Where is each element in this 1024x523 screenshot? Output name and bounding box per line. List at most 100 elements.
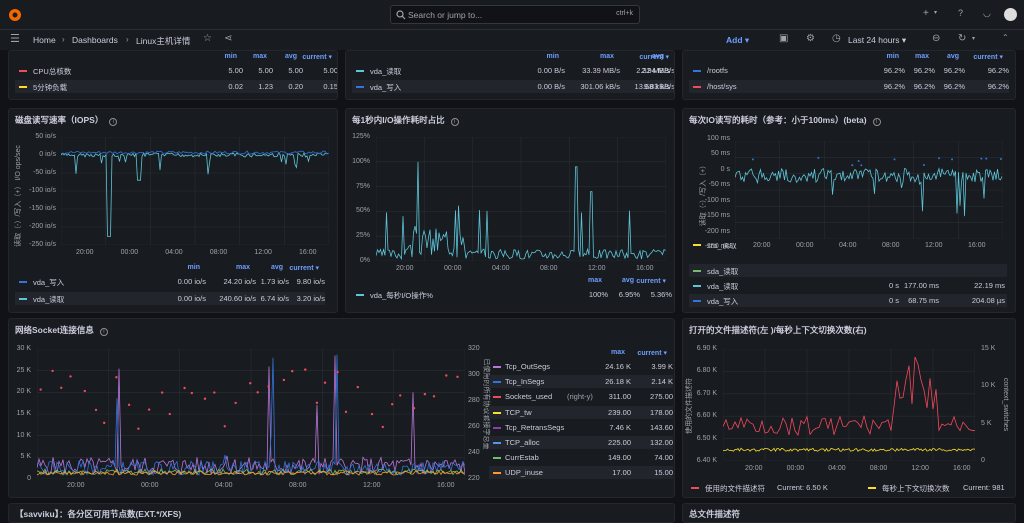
series-tcp-outsegs[interactable]	[37, 355, 465, 476]
legend-row[interactable]: Tcp_OutSegs 24.16 K 3.99 K	[489, 360, 673, 373]
series-vda-write[interactable]	[61, 150, 329, 155]
time-range-picker[interactable]: Last 24 hours ▾	[848, 35, 907, 45]
legend-row[interactable]: vda_写入 0.00 io/s 24.20 io/s 1.73 io/s 9.80 i…	[15, 275, 325, 288]
breadcrumb-home[interactable]: Home	[33, 35, 56, 45]
legend-header[interactable]: max	[587, 277, 602, 284]
legend-series-name: Tcp_InSegs	[505, 377, 545, 387]
legend-row[interactable]: sro_读取	[689, 243, 1007, 250]
data-point-sockets-used	[83, 389, 87, 393]
legend-header[interactable]: max	[599, 53, 614, 60]
legend-header[interactable]: max	[235, 264, 250, 271]
legend-header[interactable]: current ▾	[639, 54, 669, 61]
legend-row[interactable]: Sockets_used (right-y) 311.00 275.00	[489, 390, 673, 403]
legend-row[interactable]: CurrEstab 149.00 74.00	[489, 451, 673, 464]
panel-title[interactable]: 【savviku】：各分区可用节点数(EXT.*/XFS)	[15, 509, 182, 519]
legend-header[interactable]: current ▾	[302, 54, 332, 61]
legend-swatch	[493, 396, 501, 399]
legend-row[interactable]: Tcp_RetransSegs 7.46 K 143.60	[489, 421, 673, 434]
legend-row[interactable]: TCP_alloc 225.00 132.00	[489, 436, 673, 449]
legend-header[interactable]: min	[224, 53, 237, 60]
star-icon[interactable]: ☆	[203, 33, 212, 44]
legend-row[interactable]: 5分钟负载 0.02 1.23 0.20 0.15	[15, 80, 337, 93]
help-icon[interactable]: ?	[958, 8, 964, 18]
legend-header[interactable]: avg	[270, 264, 283, 271]
panel-title[interactable]: 网络Socket连接信息 i	[15, 324, 108, 336]
series-context-switches[interactable]	[723, 447, 975, 453]
legend-header[interactable]: min	[546, 53, 559, 60]
legend-row[interactable]: vda_写入 0 s 68.75 ms 204.08 µs	[689, 294, 1007, 307]
x-tick-label: 04:00	[165, 249, 183, 256]
panel-title[interactable]: 总文件描述符	[689, 509, 741, 519]
legend-header[interactable]: max	[914, 53, 929, 60]
legend-header[interactable]: max	[610, 349, 625, 356]
y-tick-label: -200 ms	[704, 227, 730, 235]
iops-chart[interactable]	[61, 137, 329, 245]
panel-title[interactable]: 每1秒内I/O操作耗时占比 i	[352, 114, 459, 126]
socket-chart[interactable]	[37, 349, 465, 479]
zoom-out-icon[interactable]: ⊖	[932, 33, 941, 44]
x-tick-label: 12:00	[254, 249, 272, 256]
menu-icon[interactable]: ☰	[10, 33, 20, 45]
panel-title-text: 打开的文件描述符(左 )/每秒上下文切换次数(右)	[689, 325, 867, 335]
io-latency-chart[interactable]	[735, 141, 1003, 239]
clock-icon[interactable]: ◷	[832, 33, 841, 44]
legend-header[interactable]: max	[252, 53, 267, 60]
legend-row[interactable]: TCP_tw 239.00 178.00	[489, 405, 673, 419]
legend-row[interactable]: sda_读取	[689, 264, 1007, 277]
add-button[interactable]: Add ▾	[726, 35, 750, 45]
legend-row[interactable]: 每秒上下文切换次数 Current: 981	[868, 481, 1015, 494]
info-icon[interactable]: i	[109, 118, 118, 126]
legend-header[interactable]: avg	[284, 53, 297, 60]
panel-title[interactable]: 打开的文件描述符(左 )/每秒上下文切换次数(右)	[689, 324, 867, 336]
series-vda-read-latency[interactable]	[735, 167, 1003, 217]
data-point-sockets-used	[69, 375, 72, 378]
series-udp-inuse[interactable]	[37, 470, 465, 476]
legend-row[interactable]: vda_读取 0.00 B/s 33.39 MB/s 2.32 MB/s 2.94 MB…	[352, 64, 674, 77]
chevron-down-icon[interactable]: ▾	[934, 10, 938, 16]
fd-chart[interactable]	[723, 349, 975, 461]
legend-row[interactable]: 使用的文件描述符 Current: 6.50 K	[691, 481, 861, 494]
y-tick-label: -100 ms	[704, 196, 730, 204]
legend-header[interactable]: current ▾	[973, 54, 1003, 61]
panel-title[interactable]: 磁盘读写速率（IOPS） i	[15, 114, 118, 126]
legend-row[interactable]: vda_每秒I/O操作% 100% 6.95% 5.36%	[352, 288, 672, 301]
legend-header[interactable]: avg	[946, 53, 959, 60]
legend-swatch	[19, 298, 27, 300]
legend-header[interactable]: avg	[651, 53, 664, 60]
refresh-icon[interactable]: ↻	[958, 33, 967, 44]
series-vda-read[interactable]	[61, 151, 329, 237]
legend-header[interactable]: min	[187, 264, 200, 271]
legend-row[interactable]: UDP_inuse 17.00 15.00	[489, 466, 673, 480]
grafana-logo-icon[interactable]	[8, 8, 22, 22]
info-icon[interactable]: i	[872, 118, 881, 126]
legend-header[interactable]: current ▾	[637, 350, 667, 357]
chevron-down-icon[interactable]: ▾	[972, 36, 976, 42]
io-util-chart[interactable]	[376, 137, 666, 261]
legend-header[interactable]: avg	[621, 277, 634, 284]
info-icon[interactable]: i	[450, 118, 459, 126]
y-tick-label: -150 io/s	[29, 205, 56, 212]
collapse-icon[interactable]: ⌃	[1002, 33, 1009, 42]
info-icon[interactable]: i	[99, 328, 108, 336]
share-icon[interactable]: ⋖	[224, 33, 233, 44]
legend-header[interactable]: current ▾	[289, 265, 319, 272]
legend-row[interactable]: vda_读取 0.00 io/s 240.60 io/s 6.74 io/s 3.20 …	[15, 292, 325, 305]
legend-row[interactable]: CPU总核数 5.00 5.00 5.00 5.00	[15, 64, 337, 77]
panel-title[interactable]: 每次IO读写的耗时（参考：小于100ms）(beta) i	[689, 114, 881, 126]
legend-header[interactable]: current ▾	[636, 278, 666, 285]
rss-icon[interactable]: ◡	[983, 8, 991, 18]
gear-icon[interactable]: ⚙	[806, 33, 815, 44]
series-fd-used[interactable]	[723, 356, 975, 436]
breadcrumb-dashboards[interactable]: Dashboards	[72, 35, 118, 45]
legend-row[interactable]: vda_写入 0.00 B/s 301.06 kB/s 13.68 kB/s 9.83 …	[352, 80, 674, 93]
legend-row[interactable]: vda_读取 0 s 177.00 ms 22.19 ms	[689, 279, 1007, 292]
series-vda-util[interactable]	[376, 161, 666, 261]
legend-row[interactable]: /rootfs 96.2% 96.2% 96.2% 96.2%	[689, 64, 1009, 77]
save-icon[interactable]: ▣	[779, 33, 789, 44]
search-input[interactable]: Search or jump to... ctrl+k	[390, 5, 640, 24]
legend-header[interactable]: min	[886, 53, 899, 60]
plus-icon[interactable]: +	[923, 8, 929, 19]
legend-row[interactable]: /host/sys 96.2% 96.2% 96.2% 96.2%	[689, 80, 1009, 93]
avatar[interactable]	[1004, 8, 1017, 21]
legend-row[interactable]: Tcp_InSegs 26.18 K 2.14 K	[489, 375, 673, 389]
